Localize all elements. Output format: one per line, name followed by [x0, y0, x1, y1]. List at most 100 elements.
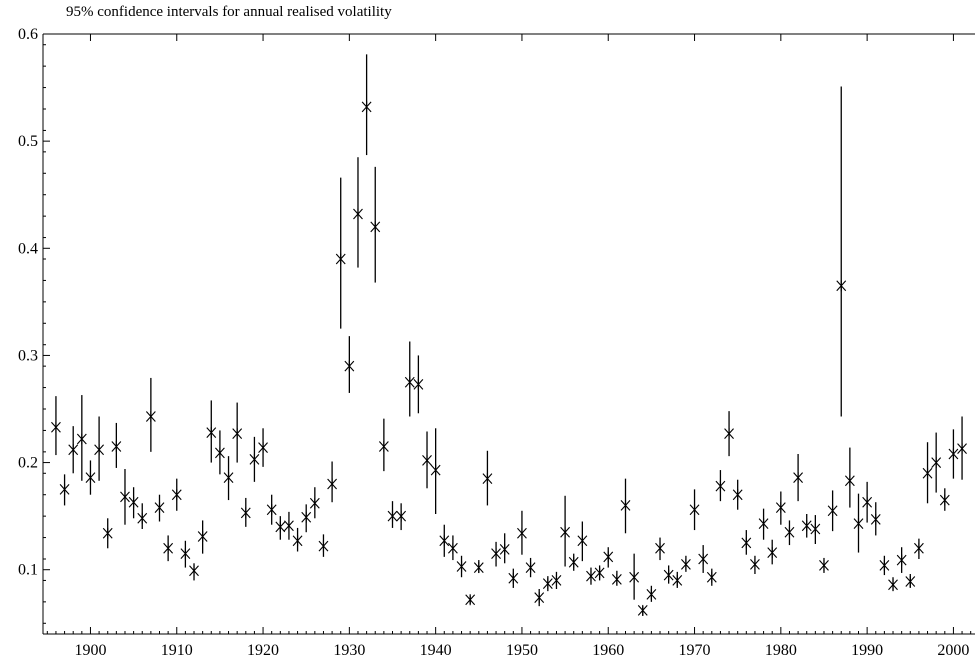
x-tick-label: 1970	[679, 642, 711, 659]
data-point	[939, 494, 950, 506]
data-point	[266, 504, 277, 516]
data-point	[137, 512, 148, 524]
data-point	[827, 505, 838, 517]
x-tick-label: 1930	[333, 642, 365, 659]
data-point	[171, 489, 182, 501]
data-point	[620, 499, 631, 511]
y-tick-label: 0.3	[18, 347, 38, 364]
data-point	[465, 594, 476, 606]
data-point	[525, 562, 536, 574]
x-tick-label: 1990	[851, 642, 883, 659]
data-point	[327, 478, 338, 490]
data-point	[94, 444, 105, 456]
data-point	[413, 378, 424, 390]
data-point	[439, 535, 450, 547]
data-point	[922, 467, 933, 479]
data-point	[913, 542, 924, 554]
data-point	[888, 579, 898, 591]
data-point	[603, 551, 614, 563]
x-tick-label: 2000	[937, 642, 969, 659]
y-tick-label: 0.4	[18, 240, 38, 257]
data-point	[577, 535, 588, 547]
data-point	[542, 578, 553, 590]
data-point	[240, 507, 251, 519]
x-tick-label: 1900	[74, 642, 106, 659]
data-point	[284, 520, 294, 532]
data-point	[646, 588, 657, 600]
data-point	[232, 428, 243, 440]
data-point	[508, 572, 519, 584]
data-point	[335, 253, 346, 265]
data-point	[957, 443, 967, 455]
data-point	[801, 520, 812, 532]
data-point	[931, 457, 942, 469]
data-point	[318, 540, 329, 552]
data-point	[586, 570, 596, 582]
data-point	[197, 531, 208, 542]
data-point	[301, 511, 312, 523]
data-point	[378, 441, 389, 452]
x-tick-label: 1950	[506, 642, 538, 659]
data-point	[896, 554, 907, 566]
x-tick-label: 1920	[247, 642, 279, 659]
data-point	[422, 454, 432, 466]
data-point	[793, 472, 804, 484]
data-point	[594, 567, 605, 579]
data-point	[629, 571, 640, 583]
data-point	[258, 442, 268, 454]
data-point	[189, 565, 199, 577]
data-point	[724, 428, 734, 440]
data-point	[517, 527, 527, 539]
data-point	[473, 562, 484, 574]
x-tick-label: 1960	[592, 642, 624, 659]
data-point	[404, 376, 415, 388]
data-point	[663, 569, 674, 581]
data-point	[370, 221, 381, 233]
data-point	[948, 448, 959, 460]
data-point	[214, 447, 225, 459]
y-tick-label: 0.6	[18, 26, 38, 43]
data-point	[275, 521, 286, 533]
data-point	[672, 574, 683, 586]
data-point	[698, 553, 709, 565]
data-point	[68, 444, 79, 456]
data-point	[879, 559, 890, 571]
data-point	[611, 573, 622, 585]
data-point	[59, 483, 70, 495]
data-point	[655, 542, 665, 554]
x-tick-label: 1940	[420, 642, 452, 659]
chart-title: 95% confidence intervals for annual real…	[66, 4, 392, 20]
data-point	[456, 561, 467, 572]
data-point	[689, 504, 700, 516]
data-point	[154, 502, 165, 514]
data-point	[51, 421, 61, 433]
data-point	[732, 489, 743, 501]
data-point	[836, 280, 847, 292]
data-point	[819, 559, 829, 571]
data-point	[387, 510, 398, 522]
x-axis-ticks: 1900 1910 1920 1930 1940 1950 1960 1970 1980 1990…	[46, 34, 972, 659]
data-point	[741, 537, 752, 549]
data-point	[870, 513, 881, 525]
data-point	[180, 548, 191, 560]
data-point	[680, 558, 691, 570]
data-point	[560, 526, 571, 538]
data-point	[767, 547, 778, 559]
data-point	[249, 453, 260, 465]
data-point	[163, 542, 174, 554]
data-point	[637, 604, 648, 616]
data-point	[396, 510, 407, 522]
data-point	[862, 496, 873, 508]
data-point	[715, 480, 726, 492]
data-point	[784, 526, 795, 538]
data-point	[111, 441, 122, 452]
data-point	[775, 502, 786, 514]
y-tick-label: 0.1	[18, 562, 38, 579]
data-point	[706, 571, 717, 583]
data-point	[344, 360, 355, 372]
data-point	[120, 491, 130, 503]
data-point	[853, 518, 864, 530]
data-point	[145, 411, 156, 422]
data-point	[810, 523, 821, 535]
data-point	[102, 527, 113, 539]
